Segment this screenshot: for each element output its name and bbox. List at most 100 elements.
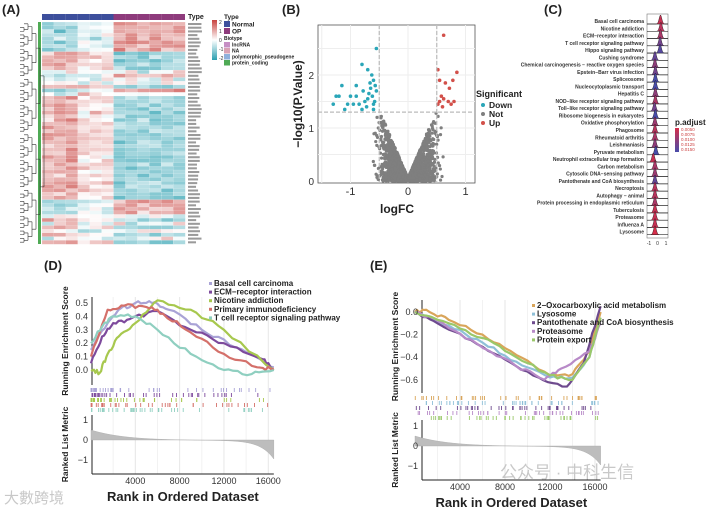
heatmap-cell [173,140,186,145]
heatmap-cell [149,44,162,49]
heatmap-cell [137,177,150,182]
row-dendrogram [20,23,45,243]
pathway-label: Basal cell carcinoma [595,19,645,25]
heatmap-cell [41,58,55,64]
point-down [337,94,341,98]
pathway-label: Toll−like receptor signaling pathway [558,106,644,112]
heatmap-cell [149,40,162,45]
point-down [334,94,338,98]
legend-swatch [532,304,535,307]
pathway-label: Pantothenate and CoA biosynthesis [559,179,645,185]
heatmap-cell [101,77,114,82]
heatmap-cell [89,125,102,130]
heatmap-cell [77,62,91,67]
gene-label [188,93,198,96]
heatmap-cell [53,73,67,78]
heatmap-cell [77,225,91,230]
ridge-density [647,160,668,170]
heatmap-cell [65,92,79,97]
heatmap-cell [161,206,174,212]
heatmap-cell [149,140,162,145]
point-not-significant [379,156,384,160]
heatmap-cell [113,110,126,115]
point-not-significant [435,172,439,176]
point-down [365,67,370,72]
heatmap-cell [149,181,162,186]
heatmap-cell [65,95,79,101]
ridge-density [647,123,668,134]
heatmap-cell [161,95,174,101]
heatmap-cell [113,58,126,64]
heatmap-cell [53,184,67,189]
point-up [446,99,451,104]
y-tick-label: 0 [308,177,314,188]
type-annotation-cell [77,14,90,20]
legend-marker [481,121,485,125]
heatmap-cell [89,44,102,49]
heatmap-cell [65,147,79,152]
point-down [369,73,374,77]
y-tick-label-es: 0.0 [75,365,88,375]
heatmap-cell [149,210,162,215]
legend-label: Lysosome [537,310,577,319]
heatmap-cell [53,169,67,175]
point-down [368,86,373,91]
heatmap-cell [161,158,174,163]
color-scale-bar [212,20,217,60]
heatmap-cell [173,81,186,86]
heatmap-cell [113,51,126,56]
heatmap-cell [161,66,174,71]
heatmap-cell [41,36,55,41]
pathway-label: Epstein−Barr virus infection [577,70,644,76]
color-scale-tick: 0.0075 [681,132,695,137]
heatmap-cell [113,166,126,171]
heatmap-cell [53,92,67,97]
heatmap-cell [161,214,174,219]
point-not-significant [429,123,434,127]
color-scale-tick: 0.0125 [681,142,695,147]
heatmap-cell [113,44,126,49]
heatmap-cell [77,166,91,171]
heatmap-cell [113,21,126,27]
y-tick-label-es: 0.0 [405,307,418,317]
point-not-significant [419,151,423,156]
heatmap-cell [77,214,91,219]
color-scale-tick: -2 [219,56,224,62]
color-scale-tick: 0.0150 [681,147,695,152]
heatmap-cell [53,118,67,123]
point-not-significant [408,175,412,179]
heatmap-cell [65,151,79,156]
heatmap-cell [65,181,79,186]
point-up [452,99,456,104]
type-annotation-cell [113,14,126,20]
gene-label [188,141,197,144]
point-not-significant [430,144,434,148]
heatmap-cell [149,118,162,123]
heatmap-cell [149,206,162,212]
heatmap-cell [101,151,114,156]
heatmap-cell [77,232,91,237]
heatmap-cell [89,203,102,208]
heatmap-cell [125,99,138,104]
heatmap-cell [77,103,91,108]
y-tick-label-es: −0.2 [400,330,418,340]
heatmap-cell [53,192,67,197]
heatmap-cell [125,25,138,30]
point-not-significant [427,128,431,132]
point-not-significant [379,114,383,119]
heatmap-cell [173,155,186,160]
heatmap-cell [65,44,79,49]
y-axis-title-metric: Ranked List Metric [60,406,70,482]
pathway-label: T cell receptor signaling pathway [565,41,644,47]
heatmap-cell [125,36,138,41]
heatmap-cell [161,188,174,193]
y-tick-label-es: −0.6 [400,375,418,385]
heatmap-cell [101,140,114,145]
gene-label [188,78,200,81]
heatmap-cell [125,184,138,189]
heatmap-cell [41,21,55,27]
heatmap-cell [77,221,91,226]
heatmap-cell [113,192,126,197]
heatmap-cell [173,166,186,171]
heatmap-cell [125,62,138,67]
